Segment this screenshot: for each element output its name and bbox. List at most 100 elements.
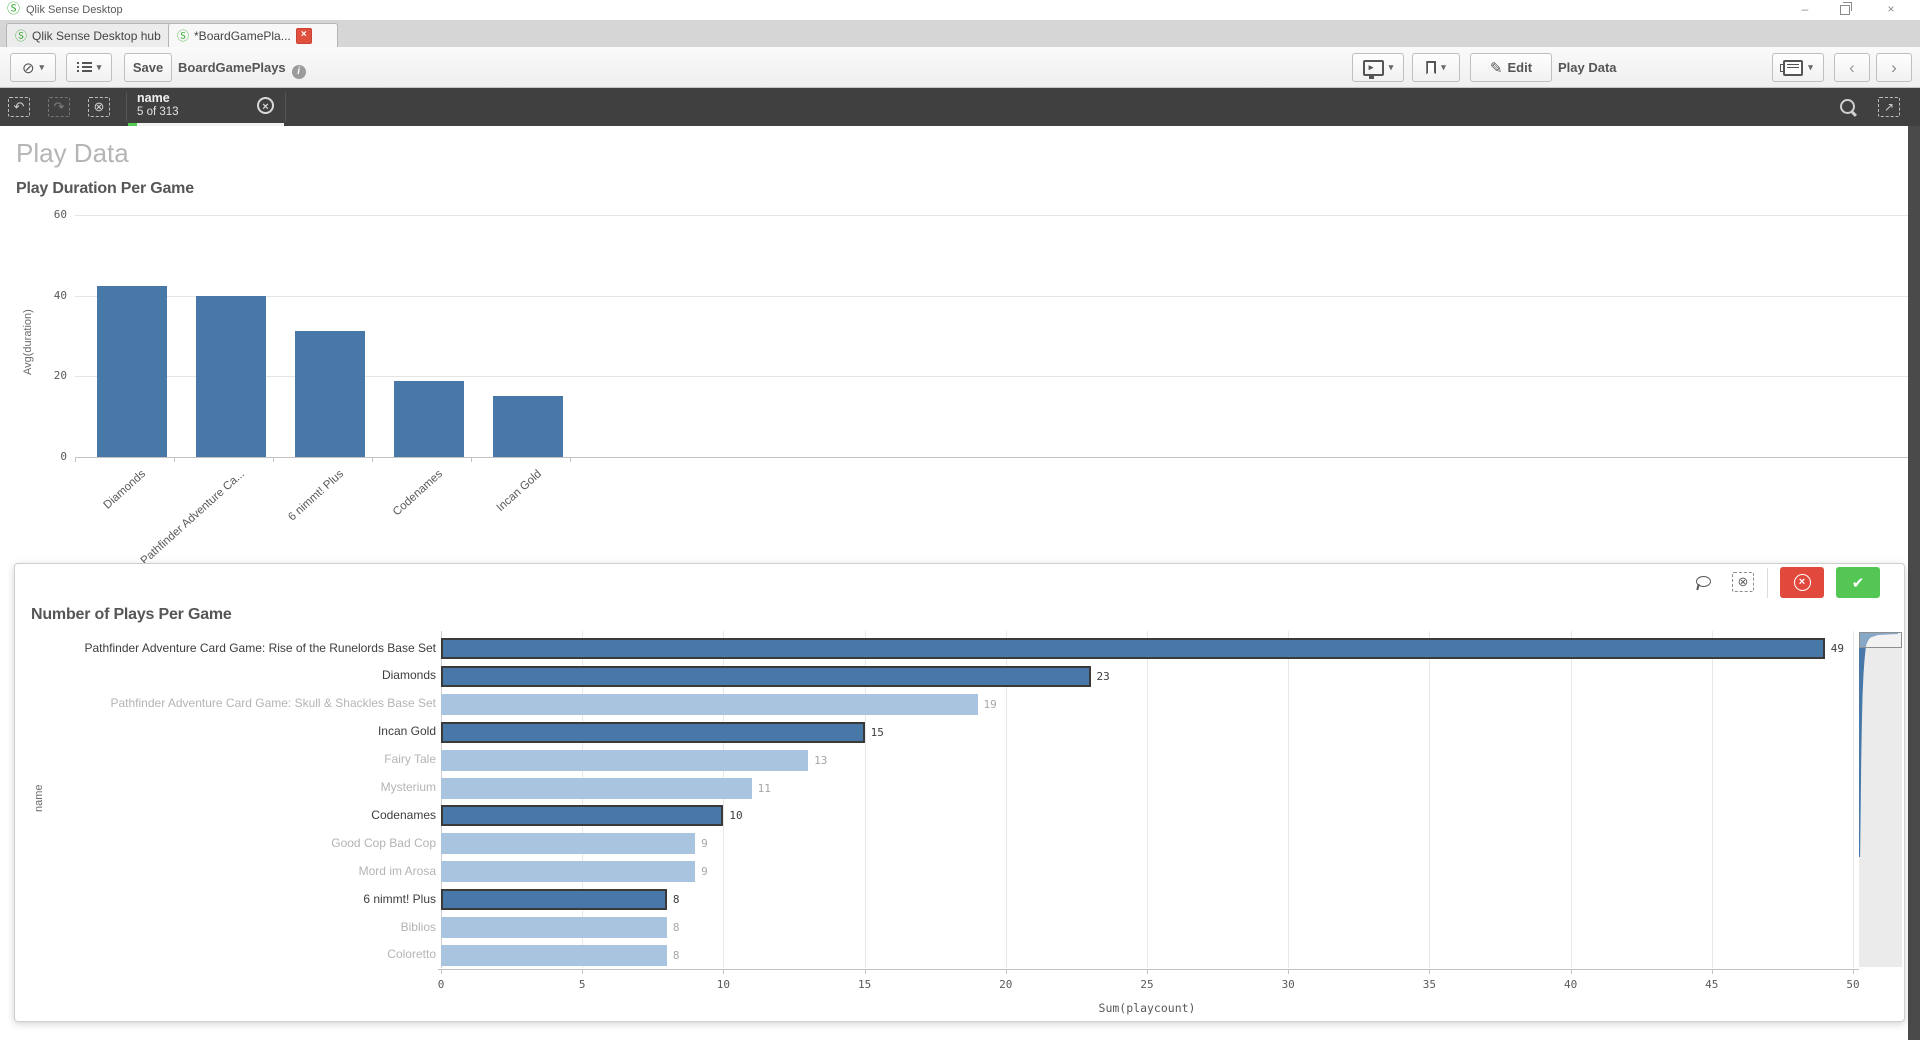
- x-tick-label: 5: [578, 978, 586, 991]
- row-label[interactable]: 6 nimmt! Plus: [363, 891, 436, 906]
- row-value-label: 11: [757, 781, 771, 795]
- qlik-logo-icon: Ⓢ: [15, 28, 28, 43]
- row-bar[interactable]: [441, 721, 865, 743]
- close-button[interactable]: ×: [1887, 2, 1895, 16]
- confirm-selection-button[interactable]: ✔: [1836, 567, 1880, 598]
- selections-forward-button[interactable]: ↷: [48, 97, 70, 117]
- row-bar[interactable]: [441, 944, 667, 966]
- minimap-viewport[interactable]: [1859, 632, 1902, 648]
- x-axis-title: Sum(playcount): [1098, 1001, 1196, 1015]
- row-label[interactable]: Diamonds: [381, 668, 436, 683]
- x-axis-tick: [273, 458, 274, 462]
- sheet-navigation-button[interactable]: ▾: [1772, 53, 1824, 82]
- chevron-down-icon: ▾: [1388, 62, 1394, 72]
- tab-boardgameplays[interactable]: Ⓢ *BoardGamePla... ×: [168, 23, 338, 47]
- bookmarks-button[interactable]: ▾: [1412, 53, 1460, 82]
- selection-ratio-green: [128, 123, 137, 126]
- window-title: Qlik Sense Desktop: [26, 4, 123, 16]
- row-bar[interactable]: [441, 861, 696, 883]
- lasso-button[interactable]: [1696, 574, 1711, 592]
- bar-2[interactable]: [196, 296, 266, 457]
- selection-ratio-bar: [128, 123, 284, 126]
- sheet-scrollbar[interactable]: [1908, 126, 1920, 1040]
- row-label[interactable]: Mysterium: [380, 780, 436, 794]
- previous-sheet-button[interactable]: ‹: [1834, 53, 1870, 82]
- selection-chip-name[interactable]: name 5 of 313 ×: [128, 88, 284, 126]
- tab-close-icon[interactable]: ×: [295, 27, 312, 44]
- divider: [126, 92, 127, 122]
- bar-1[interactable]: [97, 285, 167, 457]
- chart-number-of-plays: 0 5 10 15 20 25 30 35 40 45 50 Sum(playcount) name Pa…: [15, 564, 1904, 1021]
- undo-icon: ↶: [13, 99, 25, 114]
- global-menu-button[interactable]: ▾: [66, 53, 112, 82]
- row-label[interactable]: Incan Gold: [377, 724, 436, 739]
- gridline: [75, 376, 1908, 378]
- save-button[interactable]: Save: [124, 53, 172, 82]
- row-bar[interactable]: [441, 693, 978, 715]
- next-sheet-button[interactable]: ›: [1876, 53, 1912, 82]
- current-sheet-label: Play Data: [1558, 60, 1617, 75]
- x-axis-tick: [1005, 970, 1007, 974]
- redo-icon: ↷: [53, 99, 65, 114]
- restore-button[interactable]: [1832, 2, 1858, 17]
- row-label[interactable]: Mord im Arosa: [358, 863, 436, 878]
- x-axis-tick: [1288, 970, 1290, 974]
- clear-selections-icon: ⊗: [1737, 574, 1749, 589]
- compass-icon: ⊘: [21, 59, 35, 77]
- bar-3[interactable]: [295, 331, 365, 457]
- x-axis-tick: [1711, 970, 1713, 974]
- divider: [285, 92, 286, 122]
- row-label[interactable]: Pathfinder Adventure Card Game: Rise of …: [84, 640, 436, 655]
- navigation-menu-button[interactable]: ⊘ ▾: [10, 53, 56, 82]
- x-axis-tick: [471, 458, 472, 462]
- row-label[interactable]: Biblios: [400, 919, 436, 934]
- clear-selection-icon[interactable]: ×: [257, 97, 274, 114]
- row-bar[interactable]: [441, 749, 809, 771]
- row-bar[interactable]: [441, 805, 724, 827]
- row-label[interactable]: Codenames: [371, 807, 436, 822]
- chart2-title: Number of Plays Per Game: [31, 606, 232, 623]
- edit-button[interactable]: ✎ Edit: [1470, 53, 1552, 82]
- bar-5[interactable]: [493, 395, 563, 457]
- chevron-down-icon: ▾: [1441, 62, 1446, 72]
- storytelling-button[interactable]: ▸ ▾: [1352, 53, 1404, 82]
- x-tick-label: 0: [437, 978, 445, 991]
- info-icon[interactable]: i: [291, 65, 306, 79]
- gridline: [1853, 631, 1854, 968]
- row-label[interactable]: Pathfinder Adventure Card Game: Skull & …: [110, 696, 436, 711]
- clear-all-selections-button[interactable]: ⊗: [88, 97, 110, 117]
- row-bar[interactable]: [441, 665, 1091, 687]
- y-axis-title: Avg(duration): [22, 309, 34, 375]
- tab-hub[interactable]: Ⓢ Qlik Sense Desktop hub: [6, 23, 172, 47]
- row-bar[interactable]: [441, 917, 667, 938]
- clear-chart-selection-button[interactable]: ⊗: [1732, 572, 1754, 592]
- row-value-label: 19: [983, 697, 997, 711]
- x-axis-tick: [372, 458, 373, 462]
- minimize-button[interactable]: –: [1801, 2, 1809, 16]
- x-axis-tick: [570, 458, 571, 462]
- row-value-label: 49: [1830, 642, 1844, 655]
- x-tick-label: 25: [1140, 978, 1154, 991]
- check-icon: ✔: [1851, 574, 1865, 592]
- app-name: BoardGamePlays i: [178, 60, 306, 79]
- row-label[interactable]: Good Cop Bad Cop: [331, 835, 436, 850]
- bar-4[interactable]: [394, 381, 464, 457]
- row-label[interactable]: Fairy Tale: [384, 752, 436, 767]
- row-bar[interactable]: [441, 889, 667, 911]
- x-tick-label: 10: [716, 978, 731, 991]
- x-axis-line: [75, 457, 1908, 458]
- row-value-label: 9: [701, 865, 708, 879]
- row-bar[interactable]: [441, 833, 696, 855]
- x-axis-tick: [1429, 970, 1431, 974]
- x-axis-line: [438, 969, 1859, 970]
- list-icon: [76, 61, 92, 74]
- row-bar[interactable]: [441, 777, 752, 799]
- monitor-play-icon: ▸: [1362, 59, 1384, 79]
- row-bar[interactable]: [441, 638, 1825, 659]
- selections-back-button[interactable]: ↶: [8, 97, 30, 117]
- cancel-selection-button[interactable]: ×: [1780, 567, 1824, 598]
- row-label[interactable]: Coloretto: [387, 947, 436, 962]
- smart-search-button[interactable]: [1840, 99, 1855, 119]
- selections-tool-button[interactable]: ↗: [1878, 97, 1900, 117]
- chart-scroll-minimap[interactable]: [1859, 632, 1902, 967]
